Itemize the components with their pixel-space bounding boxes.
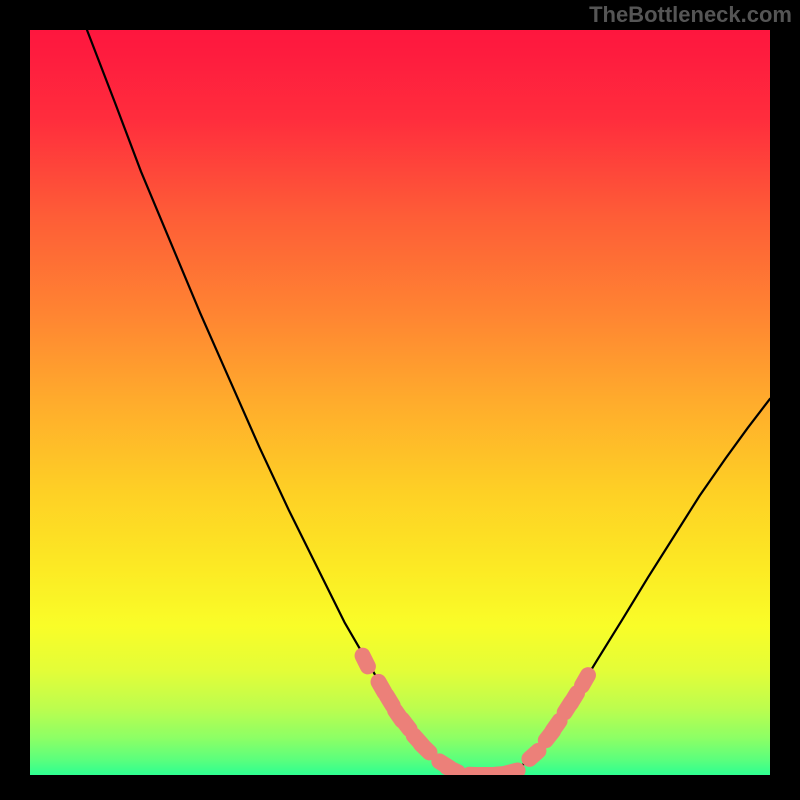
chart-frame: TheBottleneck.com [0,0,800,800]
plot-area [30,30,770,775]
watermark-text: TheBottleneck.com [589,2,792,28]
bottleneck-curve-chart [30,30,770,775]
